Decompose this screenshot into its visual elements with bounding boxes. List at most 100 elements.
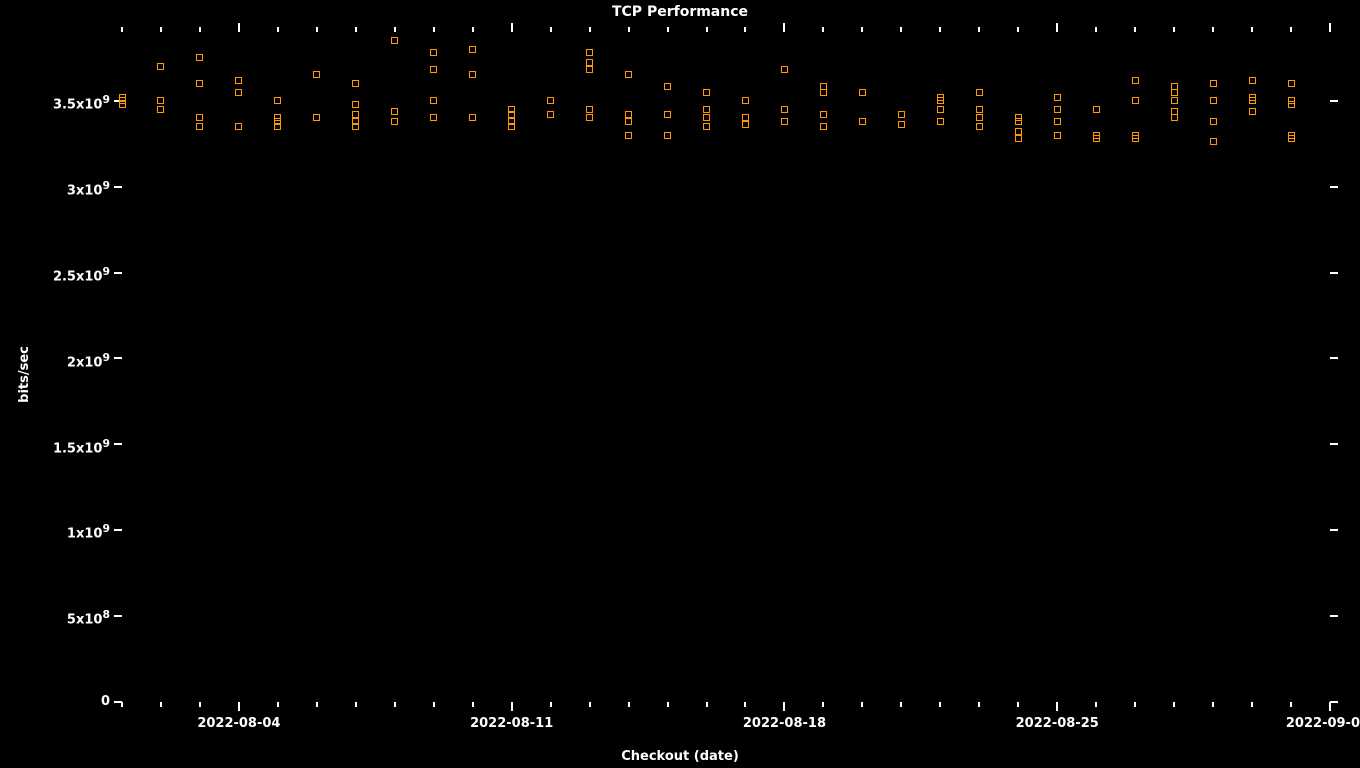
x-tick-minor: [744, 702, 746, 707]
data-point: [1210, 118, 1217, 125]
data-point: [586, 66, 593, 73]
x-tick-minor: [1212, 27, 1214, 32]
data-point: [1054, 132, 1061, 139]
data-point: [430, 49, 437, 56]
x-tick-minor: [472, 27, 474, 32]
data-point: [1288, 97, 1295, 104]
x-tick-major: [783, 23, 785, 32]
data-point: [352, 123, 359, 130]
data-point: [352, 80, 359, 87]
y-tick: [1330, 701, 1338, 703]
data-point: [352, 101, 359, 108]
x-tick-minor: [121, 27, 123, 32]
data-point: [820, 89, 827, 96]
data-point: [1093, 135, 1100, 142]
x-tick-label: 2022-08-11: [470, 716, 553, 731]
x-tick-minor: [1095, 702, 1097, 707]
data-point: [820, 111, 827, 118]
data-point: [1054, 118, 1061, 125]
x-tick-minor: [1134, 27, 1136, 32]
data-point: [1015, 135, 1022, 142]
x-tick-minor: [822, 702, 824, 707]
data-point: [976, 114, 983, 121]
data-point: [976, 89, 983, 96]
data-point: [1171, 89, 1178, 96]
data-point: [196, 114, 203, 121]
plot-area: [122, 32, 1330, 702]
data-point: [235, 123, 242, 130]
x-tick-minor: [628, 27, 630, 32]
x-tick-minor: [277, 27, 279, 32]
data-point: [1015, 118, 1022, 125]
x-tick-minor: [433, 702, 435, 707]
x-tick-minor: [1173, 27, 1175, 32]
x-tick-label: 2022-08-25: [1016, 716, 1099, 731]
data-point: [196, 54, 203, 61]
data-point: [859, 89, 866, 96]
x-tick-major: [783, 702, 785, 711]
data-point: [937, 97, 944, 104]
x-axis-label: Checkout (date): [621, 749, 739, 764]
data-point: [508, 123, 515, 130]
data-point: [547, 97, 554, 104]
data-point: [1171, 114, 1178, 121]
data-point: [781, 66, 788, 73]
x-tick-minor: [589, 702, 591, 707]
x-tick-major: [511, 23, 513, 32]
x-tick-minor: [628, 702, 630, 707]
x-tick-minor: [1173, 702, 1175, 707]
x-tick-label: 2022-09-0: [1286, 716, 1360, 731]
x-tick-label: 2022-08-18: [743, 716, 826, 731]
data-point: [976, 123, 983, 130]
data-point: [235, 89, 242, 96]
tcp-performance-chart: TCP Performance Checkout (date) bits/sec…: [0, 0, 1360, 768]
x-tick-minor: [355, 27, 357, 32]
x-tick-minor: [199, 27, 201, 32]
data-point: [664, 132, 671, 139]
x-tick-minor: [900, 702, 902, 707]
chart-title: TCP Performance: [612, 4, 748, 20]
data-point: [742, 97, 749, 104]
x-tick-minor: [199, 702, 201, 707]
data-point: [430, 114, 437, 121]
x-tick-minor: [1134, 702, 1136, 707]
data-point: [664, 111, 671, 118]
data-point: [937, 106, 944, 113]
data-point: [1288, 135, 1295, 142]
data-point: [1249, 94, 1256, 101]
data-point: [1249, 77, 1256, 84]
x-tick-minor: [900, 27, 902, 32]
x-tick-major: [1056, 702, 1058, 711]
data-point: [781, 106, 788, 113]
x-tick-minor: [1251, 27, 1253, 32]
data-point: [898, 111, 905, 118]
x-tick-minor: [978, 27, 980, 32]
data-point: [1132, 97, 1139, 104]
data-point: [1054, 94, 1061, 101]
x-tick-minor: [1017, 27, 1019, 32]
data-point: [625, 132, 632, 139]
x-tick-major: [511, 702, 513, 711]
y-tick: [114, 615, 122, 617]
data-point: [664, 83, 671, 90]
y-tick: [114, 443, 122, 445]
data-point: [1210, 138, 1217, 145]
data-point: [976, 106, 983, 113]
y-tick-label: 2x109: [67, 351, 110, 370]
x-tick-minor: [316, 27, 318, 32]
y-tick-label: 1x109: [67, 522, 110, 541]
y-axis-label: bits/sec: [17, 346, 32, 403]
data-point: [469, 46, 476, 53]
data-point: [391, 37, 398, 44]
data-point: [119, 101, 126, 108]
data-point: [1249, 108, 1256, 115]
y-tick: [1330, 357, 1338, 359]
x-tick-minor: [550, 27, 552, 32]
x-tick-minor: [861, 27, 863, 32]
data-point: [703, 123, 710, 130]
data-point: [430, 66, 437, 73]
x-tick-minor: [1290, 27, 1292, 32]
data-point: [430, 97, 437, 104]
y-tick-label: 3x109: [67, 179, 110, 198]
data-point: [1132, 77, 1139, 84]
